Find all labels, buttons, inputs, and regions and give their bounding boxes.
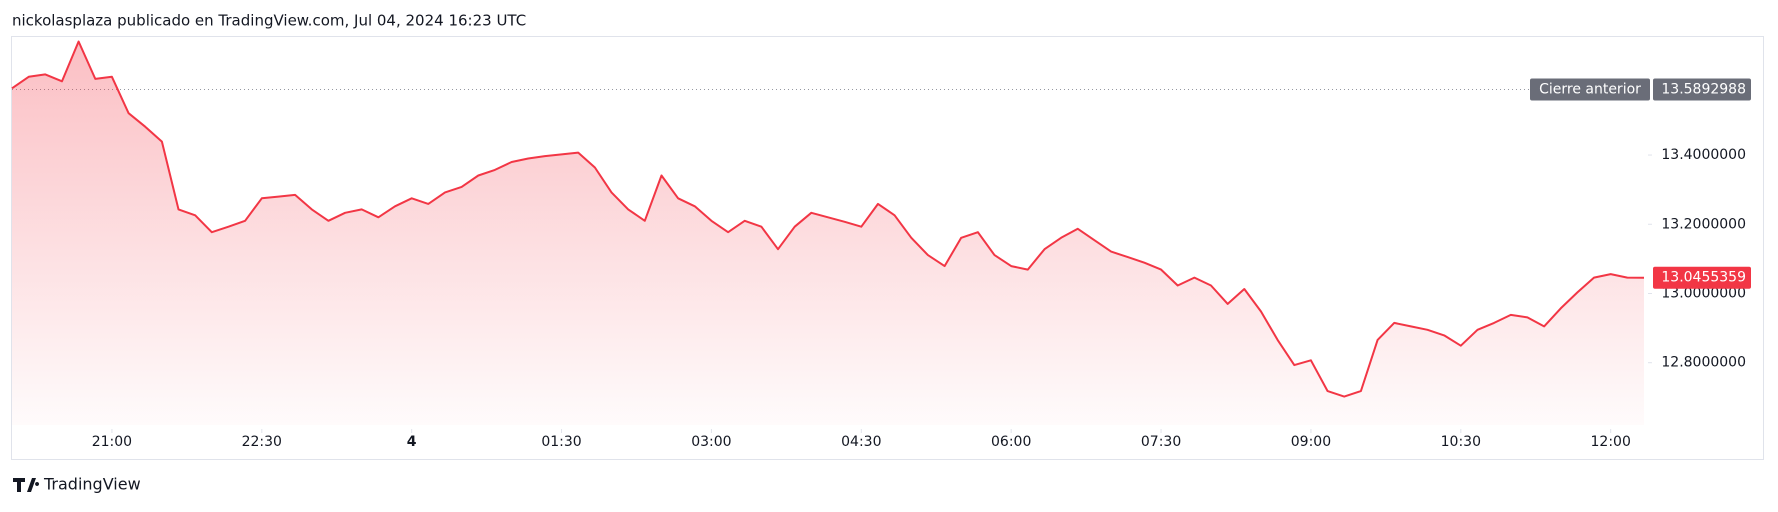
- x-tick-label: 09:00: [1291, 434, 1331, 450]
- price-line: [11, 40, 1645, 398]
- y-tick-label: 13.2000000: [1661, 216, 1746, 232]
- x-tick-label: 06:00: [991, 434, 1031, 450]
- area: [12, 41, 1644, 425]
- previous-close-tag: [1530, 78, 1650, 101]
- y-tick-label: 13.0000000: [1661, 285, 1746, 301]
- x-tick-label: 21:00: [92, 434, 132, 450]
- last-price-label: 13.0455359: [1661, 270, 1746, 286]
- x-tick-label: 07:30: [1141, 434, 1181, 450]
- x-tick-label: 10:30: [1441, 434, 1481, 450]
- chart-frame: [11, 36, 1764, 460]
- previous-close-value-tag: [1653, 78, 1751, 101]
- last-price-tag: [1653, 266, 1751, 289]
- x-tick-label: 01:30: [541, 434, 581, 450]
- previous-close-value: 13.5892988: [1661, 82, 1746, 98]
- previous-close-label: Cierre anterior: [1539, 82, 1641, 98]
- y-tick-label: 12.8000000: [1661, 355, 1746, 371]
- x-tick-label: 4: [407, 434, 417, 450]
- branding: TradingView: [43, 475, 141, 494]
- x-tick-label: 04:30: [841, 434, 881, 450]
- y-tick-label: 13.4000000: [1661, 147, 1746, 163]
- x-tick-label: 03:00: [691, 434, 731, 450]
- x-tick-label: 22:30: [242, 434, 282, 450]
- logo: TradingView: [13, 475, 141, 494]
- header: nickolasplaza publicado en TradingView.c…: [12, 12, 526, 30]
- x-tick-label: 12:00: [1591, 434, 1631, 450]
